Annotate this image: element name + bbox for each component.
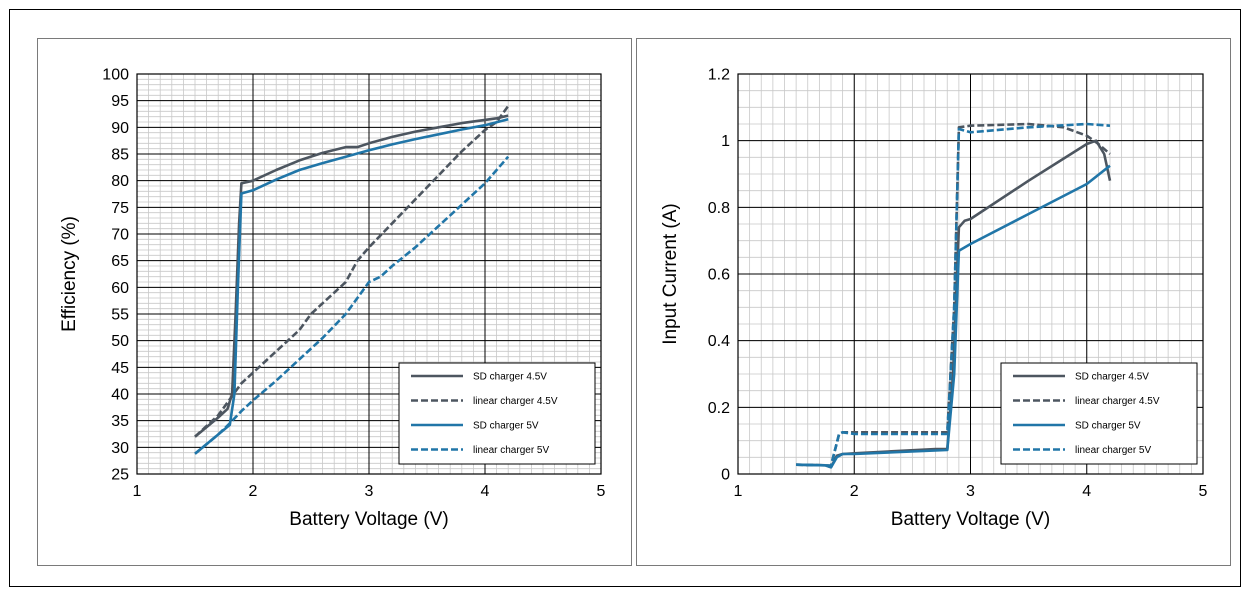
x-axis-title: Battery Voltage (V) (289, 509, 448, 530)
y-tick-label: 50 (111, 333, 129, 350)
y-tick-label: 55 (111, 307, 129, 324)
input-current-chart: 1 2 3 4 5 0 0.2 0.4 0.6 0.8 1 1.2 Battery Voltage (V… (660, 67, 1208, 531)
y-tick-label: 60 (111, 280, 129, 297)
y-tick-label: 0.2 (708, 400, 730, 417)
series-line-sd-charger-4-5v (194, 114, 509, 438)
legend-label: SD charger 5V (1075, 421, 1141, 432)
y-tick-label: 45 (111, 360, 129, 377)
series-lines (194, 105, 510, 455)
legend-label: linear charger 4.5V (1075, 396, 1160, 407)
series-line-linear-charger-4-5v (194, 105, 510, 438)
y-tick-label: 1.2 (708, 67, 730, 84)
y-tick-label: 75 (111, 200, 129, 217)
x-tick-label: 5 (1199, 483, 1208, 500)
legend: SD charger 4.5V linear charger 4.5V SD cha… (1000, 362, 1198, 465)
y-tick-label: 35 (111, 413, 129, 430)
y-tick-label: 1 (721, 133, 730, 150)
y-axis-title: Efficiency (%) (59, 216, 80, 332)
legend-label: SD charger 5V (473, 421, 539, 432)
efficiency-chart-panel: 1 2 3 4 5 25 30 35 40 45 50 55 60 65 70 75 80 85 90 95 100 Ba… (37, 38, 632, 566)
y-tick-label: 65 (111, 253, 129, 270)
series-line-sd-charger-5v (796, 164, 1111, 469)
y-tick-label: 85 (111, 147, 129, 164)
legend-label: SD charger 4.5V (473, 372, 547, 383)
y-tick-label: 30 (111, 440, 129, 457)
y-tick-label: 70 (111, 227, 129, 244)
y-tick-label: 40 (111, 387, 129, 404)
series-line-linear-charger-5v (796, 122, 1111, 467)
x-tick-label: 3 (365, 483, 374, 500)
y-tick-label: 0.8 (708, 200, 730, 217)
x-tick-label: 4 (1082, 483, 1091, 500)
x-axis-title: Battery Voltage (V) (891, 509, 1050, 530)
x-tick-label: 4 (481, 483, 490, 500)
legend-label: linear charger 5V (1075, 445, 1151, 456)
y-tick-label: 80 (111, 173, 129, 190)
y-tick-label: 0.4 (708, 333, 730, 350)
legend-label: SD charger 4.5V (1075, 372, 1149, 383)
y-tick-label: 90 (111, 120, 129, 137)
series-line-linear-charger-5v (194, 155, 510, 455)
y-tick-label: 0 (721, 467, 730, 484)
plot-area-border (737, 73, 1204, 475)
legend-box (398, 362, 596, 465)
x-tick-label: 1 (133, 483, 142, 500)
legend: SD charger 4.5V linear charger 4.5V SD cha… (398, 362, 596, 465)
figure-frame (9, 9, 1241, 587)
y-tick-label: 25 (111, 467, 129, 484)
y-tick-label: 0.6 (708, 267, 730, 284)
series-lines (796, 122, 1112, 469)
input-current-chart-panel: 1 2 3 4 5 0 0.2 0.4 0.6 0.8 1 1.2 Battery Voltage (V… (636, 38, 1231, 566)
x-tick-label: 2 (249, 483, 258, 500)
legend-label: linear charger 5V (473, 445, 549, 456)
y-tick-label: 100 (102, 67, 129, 84)
legend-label: linear charger 4.5V (473, 396, 558, 407)
x-tick-label: 3 (966, 483, 975, 500)
x-tick-label: 2 (850, 483, 859, 500)
y-tick-label: 95 (111, 93, 129, 110)
legend-box (1000, 362, 1198, 465)
plot-area-border (136, 73, 602, 475)
y-axis-title: Input Current (A) (660, 203, 681, 345)
x-tick-label: 1 (734, 483, 743, 500)
efficiency-chart: 1 2 3 4 5253035404550556065707580859095100Ba… (59, 67, 606, 531)
x-tick-label: 5 (597, 483, 606, 500)
